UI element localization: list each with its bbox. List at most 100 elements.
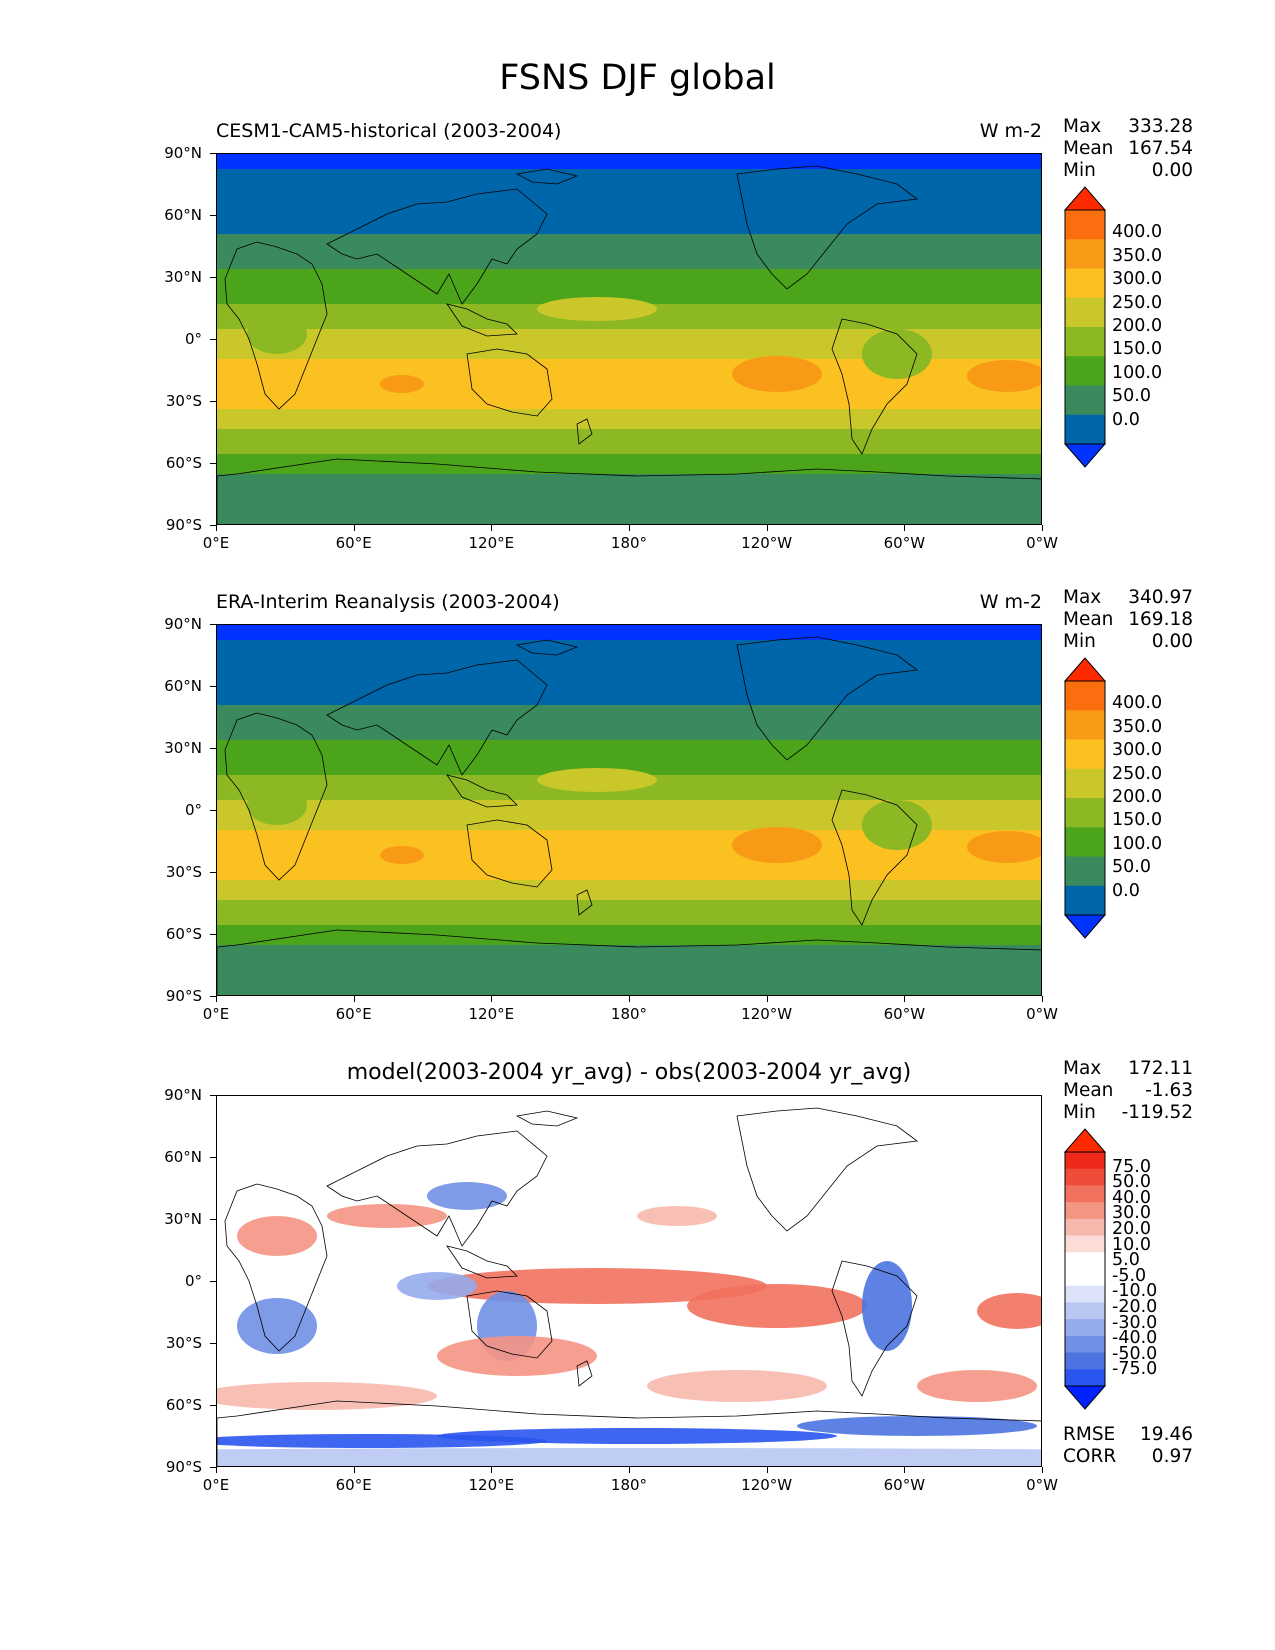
x-tick-label: 60°E [335, 534, 372, 552]
y-tick-mark [210, 1219, 216, 1220]
y-tick-mark [210, 463, 216, 464]
map-canvas [217, 625, 1041, 995]
x-tick-mark [491, 525, 493, 531]
y-tick-mark [210, 215, 216, 216]
x-tick-mark [904, 1467, 906, 1473]
y-tick-label: 0° [184, 801, 202, 819]
stat-row: Max 172.11 [1063, 1058, 1193, 1080]
map-plot [216, 1095, 1042, 1467]
y-tick-label: 90°S [165, 516, 202, 534]
y-tick-label: 90°N [164, 615, 202, 633]
error-stats: RMSE 19.46 CORR 0.97 [1063, 1424, 1193, 1468]
colorbar-label: 0.0 [1112, 409, 1140, 430]
panel-title: ERA-Interim Reanalysis (2003-2004) [216, 591, 560, 613]
stat-value: 167.54 [1128, 138, 1193, 159]
y-tick-label: 60°N [164, 677, 202, 695]
colorbar-label: -20.0 [1112, 1297, 1158, 1317]
colorbar-label: 300.0 [1112, 269, 1163, 290]
colorbar-label: 5.0 [1112, 1250, 1140, 1271]
x-tick-mark [766, 1467, 768, 1473]
stat-label: Mean [1063, 609, 1114, 630]
stat-value: 169.18 [1128, 609, 1193, 630]
stat-label: Min [1063, 631, 1096, 652]
stat-value: 172.11 [1128, 1058, 1193, 1079]
colorbar-label: 250.0 [1112, 763, 1163, 784]
x-tick-label: 0°W [1026, 1005, 1058, 1023]
stat-label: Max [1063, 587, 1102, 608]
y-tick-label: 60°N [164, 206, 202, 224]
x-tick-label: 120°E [468, 1005, 515, 1023]
stats-box: Max 340.97 Mean 169.18 Min 0.00 [1063, 587, 1193, 653]
colorbar-label: 50.0 [1112, 386, 1151, 407]
x-tick-mark [629, 525, 630, 531]
stat-label: Min [1063, 1102, 1096, 1123]
y-tick-label: 60°N [164, 1148, 202, 1166]
y-tick-mark [210, 1095, 216, 1096]
y-tick-mark [210, 339, 216, 340]
stat-row: CORR 0.97 [1063, 1446, 1193, 1468]
stat-row: Max 333.28 [1063, 116, 1193, 138]
y-tick-mark [210, 153, 216, 154]
stat-value: -119.52 [1121, 1102, 1193, 1123]
colorbar-label: 150.0 [1112, 810, 1163, 831]
y-tick-mark [210, 1343, 216, 1344]
stat-value: 0.97 [1151, 1446, 1193, 1467]
x-tick-mark [216, 996, 217, 1002]
colorbar-label: -5.0 [1112, 1265, 1147, 1286]
x-tick-mark [904, 996, 906, 1002]
stat-row: Mean 169.18 [1063, 609, 1193, 631]
y-tick-mark [210, 996, 216, 997]
x-tick-label: 120°W [741, 1476, 793, 1494]
x-tick-label: 120°W [741, 534, 793, 552]
colorbar-label: 250.0 [1112, 292, 1163, 313]
x-tick-label: 120°E [468, 1476, 515, 1494]
stat-value: -1.63 [1145, 1080, 1193, 1101]
panel-title: CESM1-CAM5-historical (2003-2004) [216, 120, 562, 142]
stat-value: 0.00 [1151, 160, 1193, 181]
panel-title: model(2003-2004 yr_avg) - obs(2003-2004 … [346, 1060, 912, 1085]
x-tick-label: 60°E [335, 1476, 372, 1494]
stat-row: Mean -1.63 [1063, 1080, 1193, 1102]
y-tick-label: 90°N [164, 1086, 202, 1104]
x-tick-label: 60°E [335, 1005, 372, 1023]
colorbar-label: -30.0 [1112, 1312, 1158, 1333]
y-tick-mark [210, 624, 216, 625]
y-tick-label: 90°N [164, 144, 202, 162]
y-tick-mark [210, 810, 216, 811]
x-tick-mark [216, 1467, 217, 1473]
colorbar-label: 100.0 [1112, 362, 1163, 383]
y-tick-mark [210, 277, 216, 278]
stat-row: Min 0.00 [1063, 631, 1193, 653]
y-tick-label: 30°S [165, 1334, 202, 1352]
y-tick-mark [210, 686, 216, 687]
y-tick-label: 0° [184, 330, 202, 348]
y-tick-label: 60°S [165, 454, 202, 472]
x-tick-mark [904, 525, 906, 531]
colorbar-label: -10.0 [1112, 1281, 1158, 1302]
y-tick-mark [210, 1405, 216, 1406]
y-tick-label: 60°S [165, 1396, 202, 1414]
map-canvas [217, 1096, 1041, 1466]
colorbar-label: 400.0 [1112, 693, 1163, 714]
x-tick-mark [216, 525, 217, 531]
y-tick-label: 30°S [165, 863, 202, 881]
figure-title: FSNS DJF global [499, 58, 776, 98]
x-tick-mark [1042, 996, 1043, 1002]
colorbar-label: 10.0 [1112, 1234, 1151, 1255]
y-tick-mark [210, 934, 216, 935]
y-tick-mark [210, 1157, 216, 1158]
colorbar-label: 200.0 [1112, 787, 1163, 807]
stat-label: Max [1063, 116, 1102, 137]
y-tick-mark [210, 872, 216, 873]
x-tick-mark [491, 1467, 493, 1473]
x-tick-label: 180° [610, 1005, 648, 1023]
x-tick-mark [353, 1467, 355, 1473]
stat-value: 0.00 [1151, 631, 1193, 652]
stat-label: Min [1063, 160, 1096, 181]
colorbar-label: -40.0 [1112, 1328, 1158, 1349]
stat-row: Min 0.00 [1063, 160, 1193, 182]
y-tick-mark [210, 1467, 216, 1468]
colorbar-label: 0.0 [1112, 880, 1140, 901]
x-tick-label: 0°W [1026, 534, 1058, 552]
y-tick-label: 30°N [164, 268, 202, 286]
